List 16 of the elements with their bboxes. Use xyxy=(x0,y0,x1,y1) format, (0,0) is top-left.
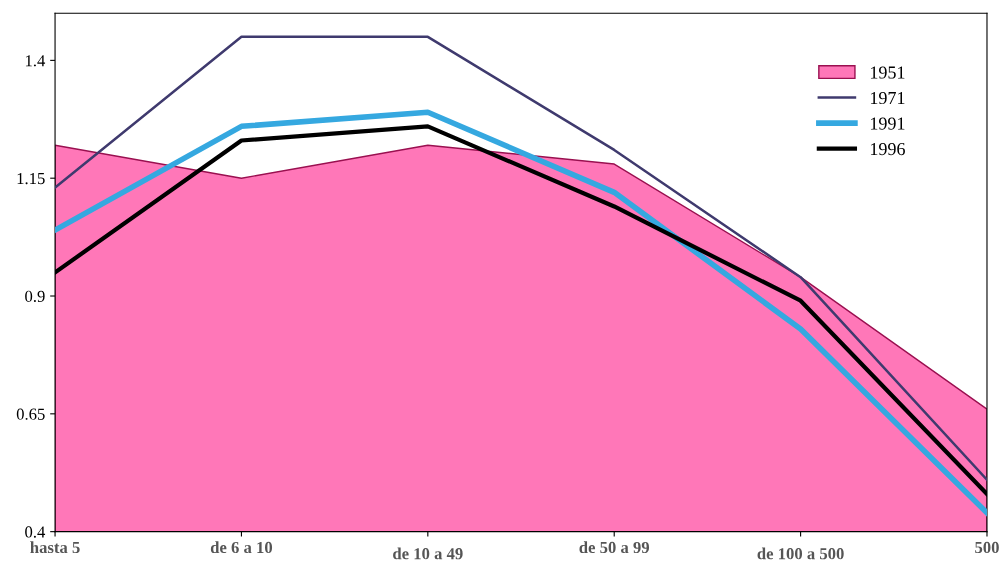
x-tick-label: hasta 5 xyxy=(30,541,80,554)
line-series xyxy=(55,35,987,482)
x-tick-label: de 50 a 99 xyxy=(579,541,650,554)
x-tick-label: de 10 a 49 xyxy=(393,547,463,560)
y-tick-label: 0.65 xyxy=(16,408,45,420)
legend-label: 1971 xyxy=(870,91,905,105)
legend-label: 1951 xyxy=(870,66,905,79)
legend-label: 1991 xyxy=(870,117,905,130)
y-tick-label: 0.9 xyxy=(25,290,45,303)
x-tick-label: 500 xyxy=(975,541,999,554)
y-tick-label: 1.15 xyxy=(17,172,45,185)
legend-label: 1996 xyxy=(870,143,905,156)
x-tick-label: de 6 a 10 xyxy=(210,541,273,554)
y-tick-label: 0.4 xyxy=(25,526,46,538)
y-tick-label: 1.4 xyxy=(25,55,46,67)
x-tick-label: de 100 a 500 xyxy=(757,547,844,560)
